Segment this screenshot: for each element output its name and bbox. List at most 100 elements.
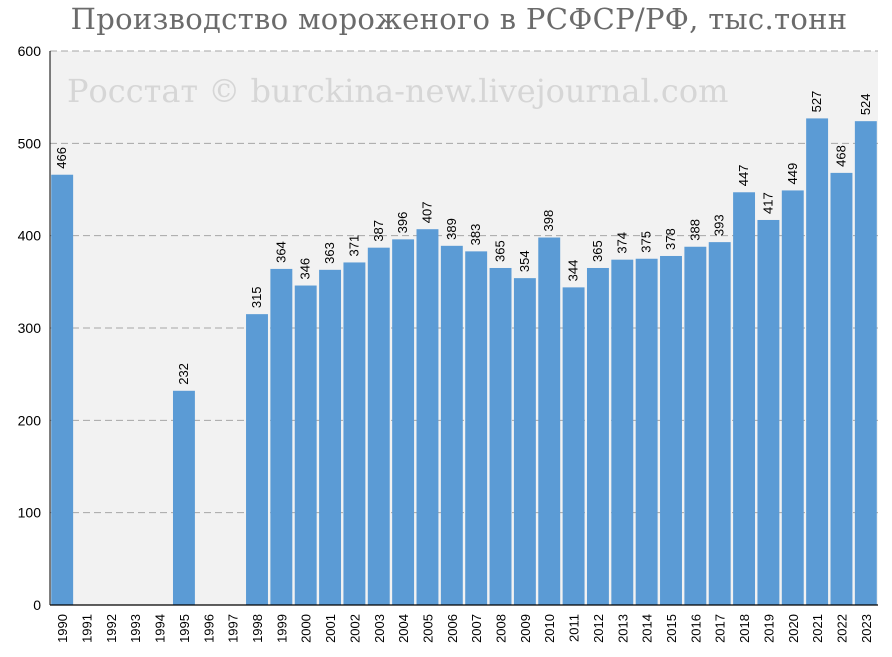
- x-tick-label-2016: 2016: [688, 614, 703, 643]
- x-tick-label-1996: 1996: [201, 614, 216, 643]
- bar-1999: [270, 268, 293, 605]
- bar-2020: [781, 190, 804, 605]
- bar-2017: [708, 242, 731, 605]
- data-label-2013: 374: [614, 232, 629, 254]
- bars: [51, 118, 877, 606]
- y-tick-label: 600: [18, 43, 42, 59]
- data-label-2006: 389: [444, 218, 459, 240]
- data-label-2016: 388: [687, 219, 702, 241]
- x-tick-label-2022: 2022: [834, 614, 849, 643]
- bar-2007: [465, 251, 488, 605]
- x-tick-label-2020: 2020: [786, 614, 801, 643]
- data-label-2012: 365: [590, 240, 605, 262]
- data-label-2009: 354: [517, 250, 532, 272]
- x-tick-label-1991: 1991: [80, 614, 95, 643]
- bar-2005: [416, 229, 439, 605]
- bar-2003: [367, 247, 390, 606]
- bar-2022: [830, 172, 853, 605]
- data-label-1995: 232: [176, 363, 191, 385]
- x-tick-label-1992: 1992: [104, 614, 119, 643]
- bar-2011: [562, 287, 585, 605]
- x-tick-label-2015: 2015: [664, 614, 679, 643]
- data-label-2010: 398: [541, 210, 556, 232]
- bar-1990: [51, 174, 74, 605]
- data-label-1998: 315: [249, 286, 264, 308]
- x-tick-label-2008: 2008: [494, 614, 509, 643]
- bar-2016: [684, 246, 707, 605]
- x-tick-label-2009: 2009: [518, 614, 533, 643]
- bar-2001: [319, 269, 342, 605]
- data-label-2011: 344: [566, 260, 581, 282]
- data-label-2008: 365: [493, 240, 508, 262]
- bar-2015: [660, 255, 682, 606]
- bar-2023: [854, 121, 877, 605]
- watermark-text: Росстат © burckina-new.livejournal.com: [67, 72, 728, 110]
- y-tick-label: 0: [33, 597, 41, 613]
- x-tick-label-1990: 1990: [55, 614, 70, 643]
- x-tick-label-2012: 2012: [591, 614, 606, 643]
- bar-2010: [538, 237, 561, 605]
- x-tick-label-2017: 2017: [713, 614, 728, 643]
- x-tick-label-2007: 2007: [469, 614, 484, 643]
- y-tick-label: 400: [18, 228, 42, 244]
- data-label-2001: 363: [322, 242, 337, 264]
- bar-2013: [611, 259, 634, 605]
- data-label-1990: 466: [54, 147, 69, 169]
- x-axis-ticks: 1990 1991 1992 1993 1994 1995 1996 1997 1998 1999…: [55, 614, 874, 643]
- x-tick-label-1993: 1993: [128, 614, 143, 643]
- bar-2019: [757, 219, 780, 605]
- bar-1995: [172, 390, 195, 605]
- x-tick-label-2010: 2010: [542, 614, 557, 643]
- data-label-2003: 387: [371, 220, 386, 242]
- y-tick-label: 100: [18, 505, 42, 521]
- data-label-2021: 527: [809, 91, 824, 113]
- x-tick-label-2001: 2001: [323, 614, 338, 643]
- data-label-2000: 346: [298, 258, 313, 280]
- bar-2021: [806, 118, 829, 606]
- data-label-2022: 468: [833, 145, 848, 167]
- x-tick-label-2021: 2021: [810, 614, 825, 643]
- x-tick-label-2019: 2019: [761, 614, 776, 643]
- data-label-2007: 383: [468, 224, 483, 246]
- data-labels: 466 232 315 364 346 363 371 387 396 407 389 383 365 3…: [54, 91, 873, 385]
- x-tick-label-2000: 2000: [299, 614, 314, 643]
- data-label-2015: 378: [663, 228, 678, 250]
- bar-2000: [294, 285, 317, 605]
- axes: [49, 51, 878, 606]
- x-tick-label-2003: 2003: [372, 614, 387, 643]
- bar-2012: [586, 267, 609, 605]
- data-label-2002: 371: [346, 235, 361, 257]
- x-tick-label-2014: 2014: [640, 614, 655, 643]
- x-tick-label-2002: 2002: [347, 614, 362, 643]
- bar-2014: [635, 258, 658, 605]
- data-label-2014: 375: [639, 231, 654, 253]
- x-tick-label-1998: 1998: [250, 614, 265, 643]
- y-tick-label: 200: [18, 412, 42, 428]
- x-tick-label-2018: 2018: [737, 614, 752, 643]
- bar-2002: [343, 262, 366, 605]
- data-label-2017: 393: [712, 214, 727, 236]
- bar-2018: [733, 192, 756, 605]
- y-axis-ticks: 0 100 200 300 400 500 600: [18, 43, 42, 613]
- bar-2009: [513, 278, 536, 605]
- data-label-2004: 396: [395, 212, 410, 234]
- bar-2006: [440, 245, 463, 605]
- data-label-2020: 449: [785, 163, 800, 185]
- y-tick-label: 300: [18, 320, 42, 336]
- x-tick-label-2023: 2023: [859, 614, 874, 643]
- x-tick-label-2006: 2006: [445, 614, 460, 643]
- x-tick-label-1995: 1995: [177, 614, 192, 643]
- y-tick-label: 500: [18, 135, 42, 151]
- x-tick-label-1999: 1999: [274, 614, 289, 643]
- chart-title: Производство мороженого в РСФСР/РФ, тыс.…: [70, 2, 848, 36]
- bar-2004: [392, 239, 415, 606]
- x-tick-label-2005: 2005: [420, 614, 435, 643]
- bar-2008: [489, 267, 512, 605]
- x-tick-label-2013: 2013: [615, 614, 630, 643]
- data-label-2018: 447: [736, 165, 751, 187]
- x-tick-label-1997: 1997: [226, 614, 241, 643]
- x-tick-label-2011: 2011: [567, 614, 582, 642]
- data-label-2019: 417: [760, 192, 775, 214]
- bar-1998: [246, 314, 268, 605]
